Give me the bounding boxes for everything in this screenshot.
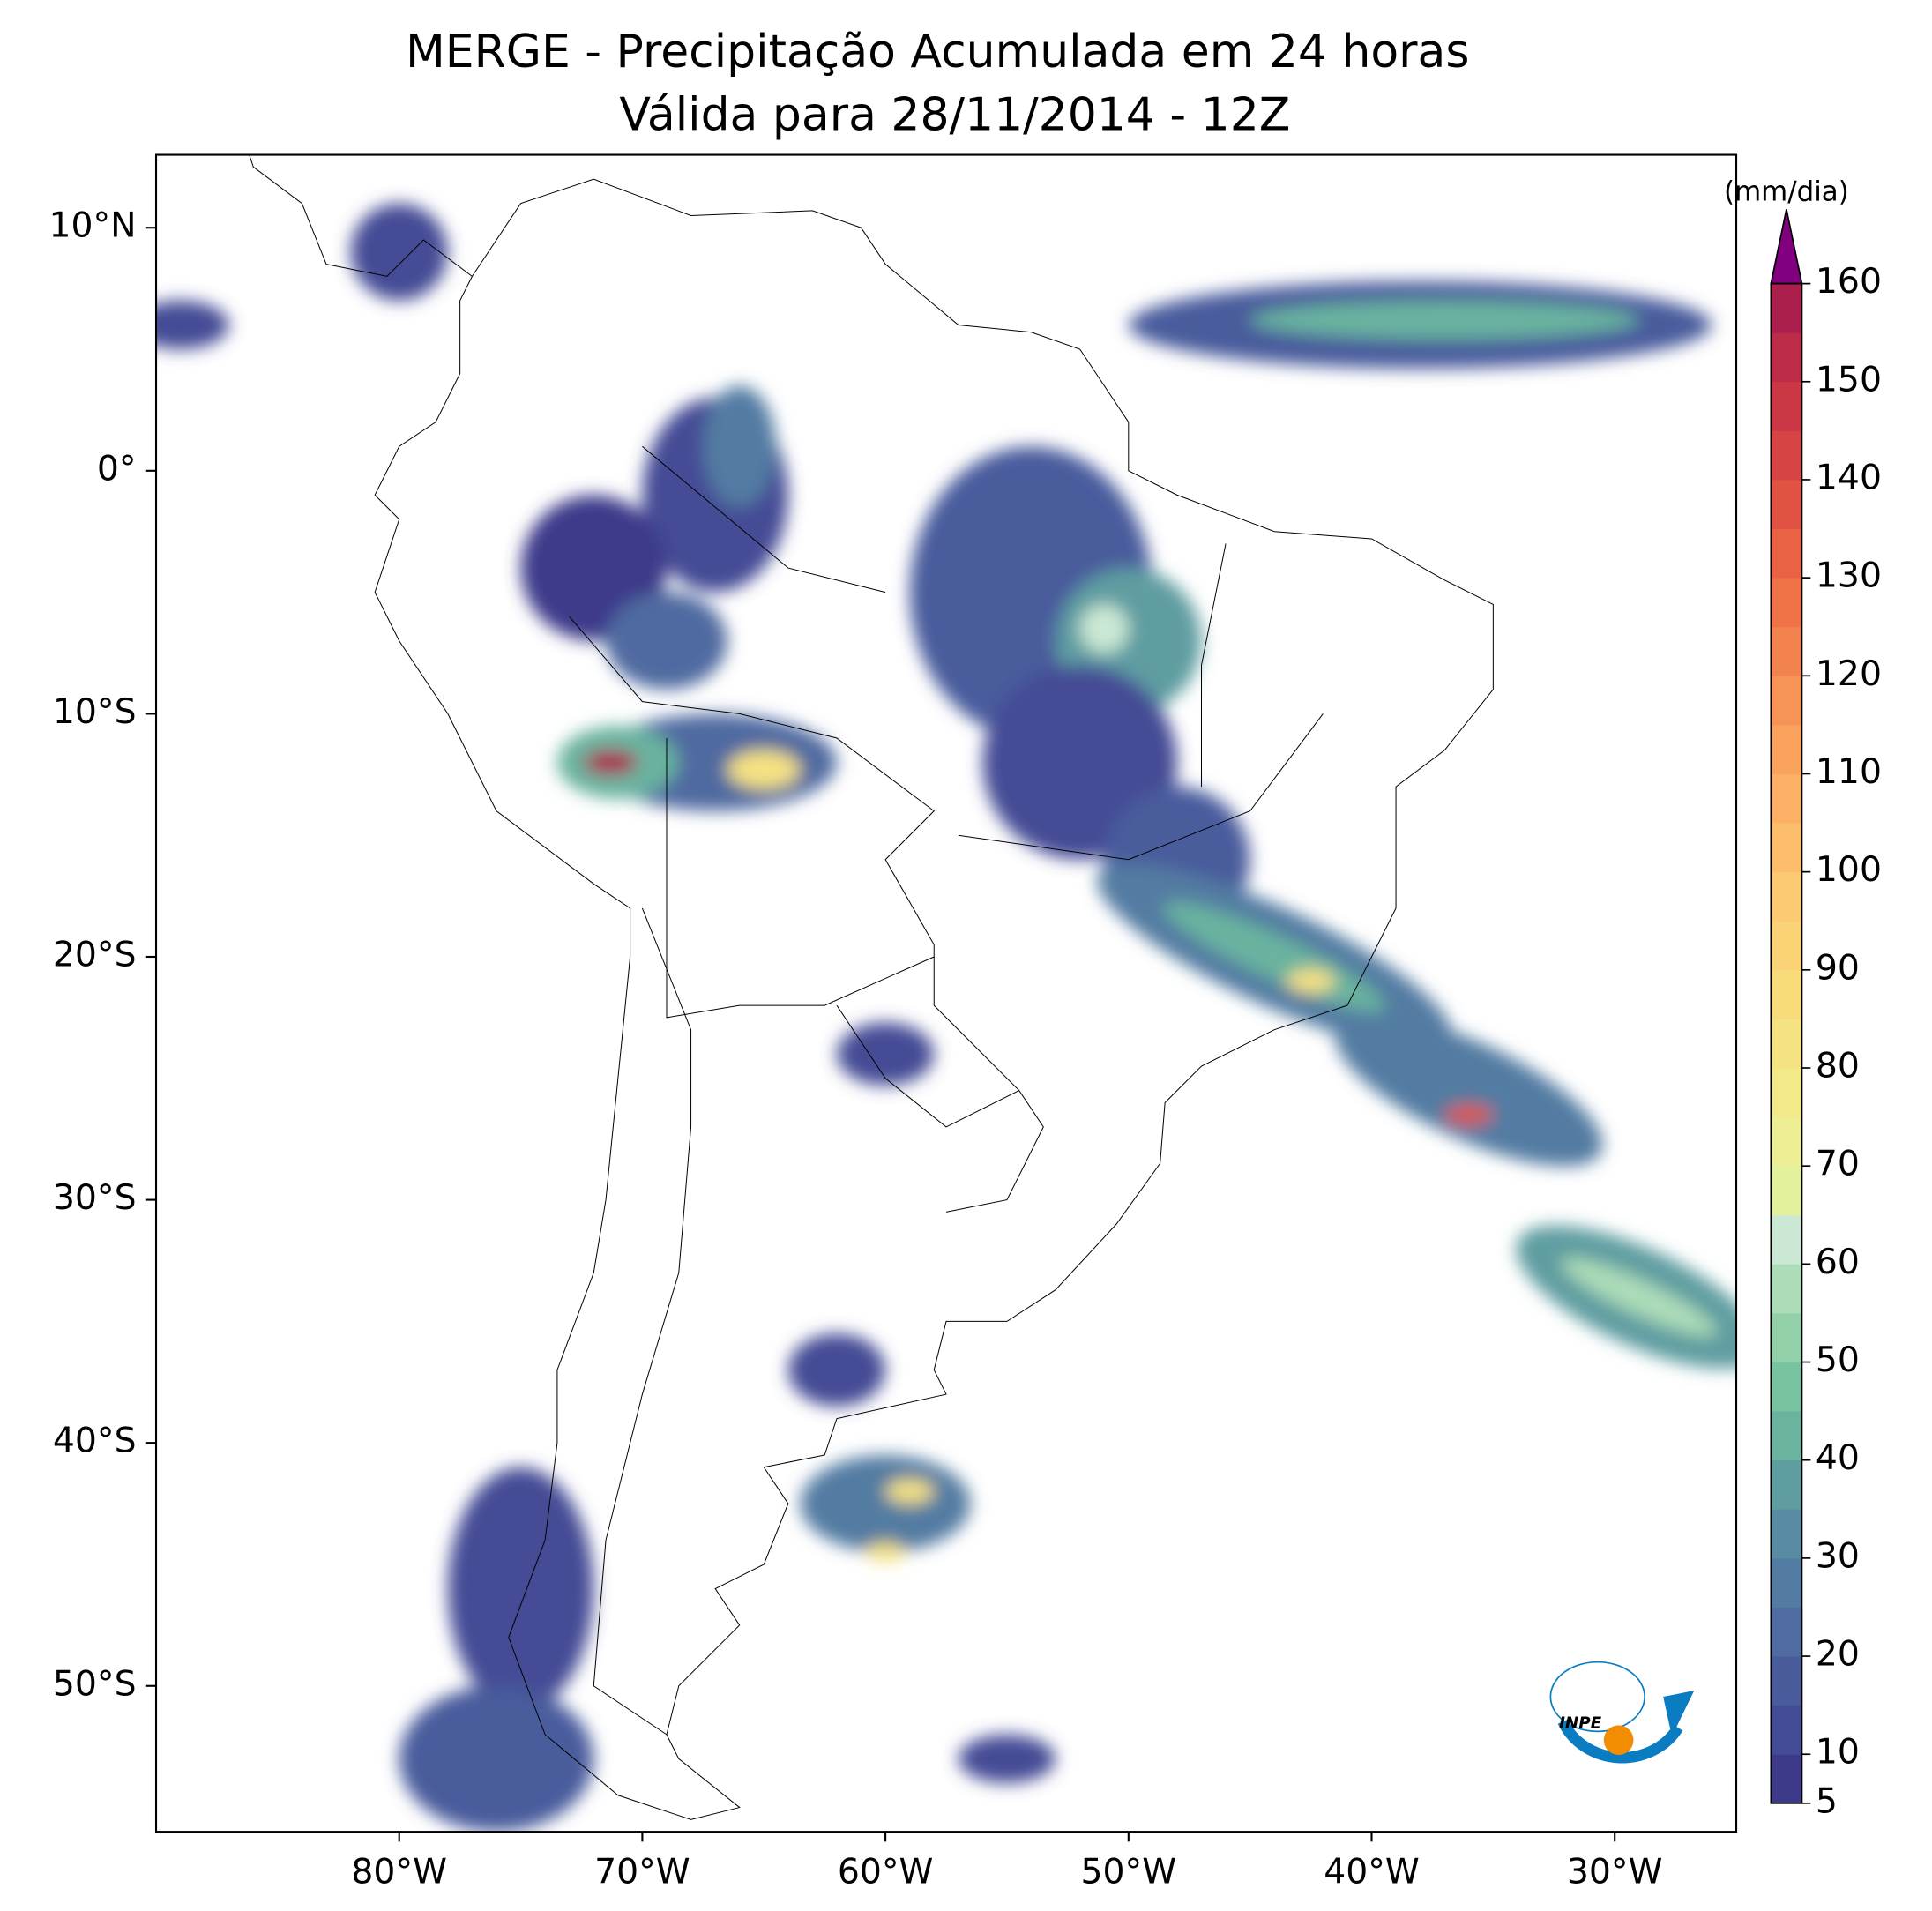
colorbar-swatch	[1771, 1019, 1802, 1069]
colorbar-swatch	[1771, 871, 1802, 922]
colorbar-swatch	[1771, 1214, 1802, 1265]
colorbar-swatch	[1771, 479, 1802, 529]
colorbar-tick-label: 140	[1816, 458, 1882, 497]
central-america	[242, 131, 473, 276]
title: MERGE - Precipitação Acumulada em 24 hor…	[406, 26, 1469, 78]
colorbar-swatch	[1771, 1411, 1802, 1461]
map-area	[156, 131, 1737, 1833]
x-tick-label: 50°W	[1081, 1852, 1177, 1892]
logo-text: INPE	[1559, 1714, 1601, 1733]
colorbar-swatch	[1771, 283, 1802, 333]
inpe-logo: INPE	[1549, 1661, 1695, 1764]
coastline	[375, 179, 1493, 1819]
colorbar-swatch	[1771, 332, 1802, 383]
x-tick-label: 40°W	[1324, 1852, 1420, 1892]
colorbar-swatch	[1771, 1264, 1802, 1314]
colorbar-swatch	[1771, 1362, 1802, 1412]
colorbar-swatch	[1771, 1607, 1802, 1657]
colorbar-frame	[1770, 282, 1803, 1804]
colorbar-tick-label: 60	[1816, 1243, 1860, 1282]
subtitle: Válida para 28/11/2014 - 12Z	[619, 88, 1290, 141]
colorbar-tick-label: 110	[1816, 752, 1882, 792]
colorbar-tick-label: 10	[1816, 1733, 1860, 1773]
colorbar-swatch	[1771, 1116, 1802, 1167]
colorbar-extend	[1770, 209, 1803, 285]
colorbar-tick-label: 5	[1816, 1781, 1838, 1821]
colorbar-tick-label: 30	[1816, 1536, 1860, 1576]
colorbar-swatch	[1771, 1312, 1802, 1362]
y-tick-label: 30°S	[53, 1178, 137, 1218]
y-tick-label: 10°S	[53, 692, 137, 732]
colorbar-swatch	[1771, 1705, 1802, 1755]
colorbar-tick-label: 90	[1816, 948, 1860, 988]
colorbar-tick-label: 120	[1816, 654, 1882, 694]
x-tick-label: 80°W	[351, 1852, 447, 1892]
x-tick-label: 30°W	[1567, 1852, 1663, 1892]
colorbar-tick-label: 160	[1816, 262, 1882, 302]
colorbar-swatch	[1771, 676, 1802, 726]
colorbar-swatch	[1771, 381, 1802, 431]
colorbar-tick-label: 50	[1816, 1340, 1860, 1380]
colorbar-swatch	[1771, 724, 1802, 774]
colorbar-tick-label: 80	[1816, 1047, 1860, 1086]
colorbar-swatch	[1771, 823, 1802, 873]
x-tick-label: 70°W	[594, 1852, 690, 1892]
y-tick-label: 0°	[97, 449, 137, 489]
colorbar-swatch	[1771, 578, 1802, 628]
colorbar-swatch	[1771, 1557, 1802, 1608]
geo-layer	[156, 131, 1737, 1833]
colorbar-tick-label: 40	[1816, 1438, 1860, 1478]
y-tick-label: 40°S	[53, 1422, 137, 1461]
colorbar-tick-label: 20	[1816, 1635, 1860, 1675]
colorbar-swatch	[1771, 1166, 1802, 1216]
map-frame	[154, 153, 1738, 1833]
colorbar-tick-label: 100	[1816, 850, 1882, 890]
colorbar-tick-label: 150	[1816, 360, 1882, 399]
colorbar-swatch	[1771, 1656, 1802, 1706]
colorbar-swatch	[1771, 1459, 1802, 1510]
colorbar-tick-label: 130	[1816, 556, 1882, 596]
colorbar-swatch	[1771, 773, 1802, 824]
colorbar-swatch	[1771, 1068, 1802, 1118]
colorbar-label: (mm/dia)	[1724, 176, 1849, 208]
colorbar-swatch	[1771, 528, 1802, 579]
y-tick-label: 20°S	[53, 935, 137, 974]
y-tick-label: 10°N	[48, 206, 136, 246]
colorbar-swatch	[1771, 430, 1802, 481]
colorbar-swatch	[1771, 1754, 1802, 1804]
colorbar-swatch	[1771, 921, 1802, 971]
colorbar-swatch	[1771, 969, 1802, 1019]
precipitation	[156, 203, 1737, 1833]
x-tick-label: 60°W	[838, 1852, 934, 1892]
colorbar-tick-label: 70	[1816, 1145, 1860, 1184]
borders	[570, 446, 1324, 1735]
y-tick-label: 50°S	[53, 1664, 137, 1704]
colorbar-swatch	[1771, 1509, 1802, 1559]
colorbar-swatch	[1771, 626, 1802, 676]
